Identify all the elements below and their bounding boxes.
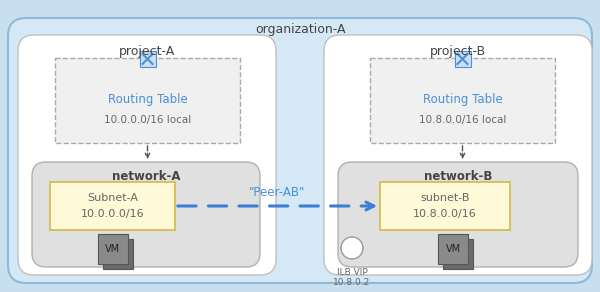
FancyBboxPatch shape: [50, 182, 175, 230]
FancyBboxPatch shape: [8, 18, 592, 283]
FancyBboxPatch shape: [55, 58, 240, 143]
Text: VM: VM: [105, 244, 120, 254]
FancyBboxPatch shape: [443, 239, 473, 269]
Text: 10.0.0.0/16 local: 10.0.0.0/16 local: [104, 115, 191, 125]
Text: network-B: network-B: [424, 169, 492, 182]
Text: Routing Table: Routing Table: [422, 93, 502, 107]
FancyBboxPatch shape: [370, 58, 555, 143]
FancyBboxPatch shape: [97, 234, 128, 264]
Text: organization-A: organization-A: [255, 23, 345, 36]
FancyBboxPatch shape: [324, 35, 592, 275]
Text: project-A: project-A: [119, 44, 175, 58]
Text: project-B: project-B: [430, 44, 486, 58]
Text: 10.0.0.0/16: 10.0.0.0/16: [80, 209, 145, 219]
Text: 10.8.0.0/16 local: 10.8.0.0/16 local: [419, 115, 506, 125]
FancyBboxPatch shape: [103, 239, 133, 269]
FancyBboxPatch shape: [32, 162, 260, 267]
Text: 10.8.0.0/16: 10.8.0.0/16: [413, 209, 477, 219]
Text: ILB VIP
10.8.0.2: ILB VIP 10.8.0.2: [334, 268, 371, 287]
FancyBboxPatch shape: [438, 234, 468, 264]
FancyBboxPatch shape: [139, 51, 155, 67]
Text: Routing Table: Routing Table: [107, 93, 187, 107]
Text: subnet-B: subnet-B: [420, 193, 470, 203]
FancyBboxPatch shape: [455, 51, 470, 67]
Text: network-A: network-A: [112, 169, 180, 182]
FancyBboxPatch shape: [18, 35, 276, 275]
FancyBboxPatch shape: [338, 162, 578, 267]
Text: "Peer-AB": "Peer-AB": [250, 185, 305, 199]
Text: VM: VM: [445, 244, 461, 254]
FancyBboxPatch shape: [380, 182, 510, 230]
Circle shape: [341, 237, 363, 259]
Text: Subnet-A: Subnet-A: [87, 193, 138, 203]
